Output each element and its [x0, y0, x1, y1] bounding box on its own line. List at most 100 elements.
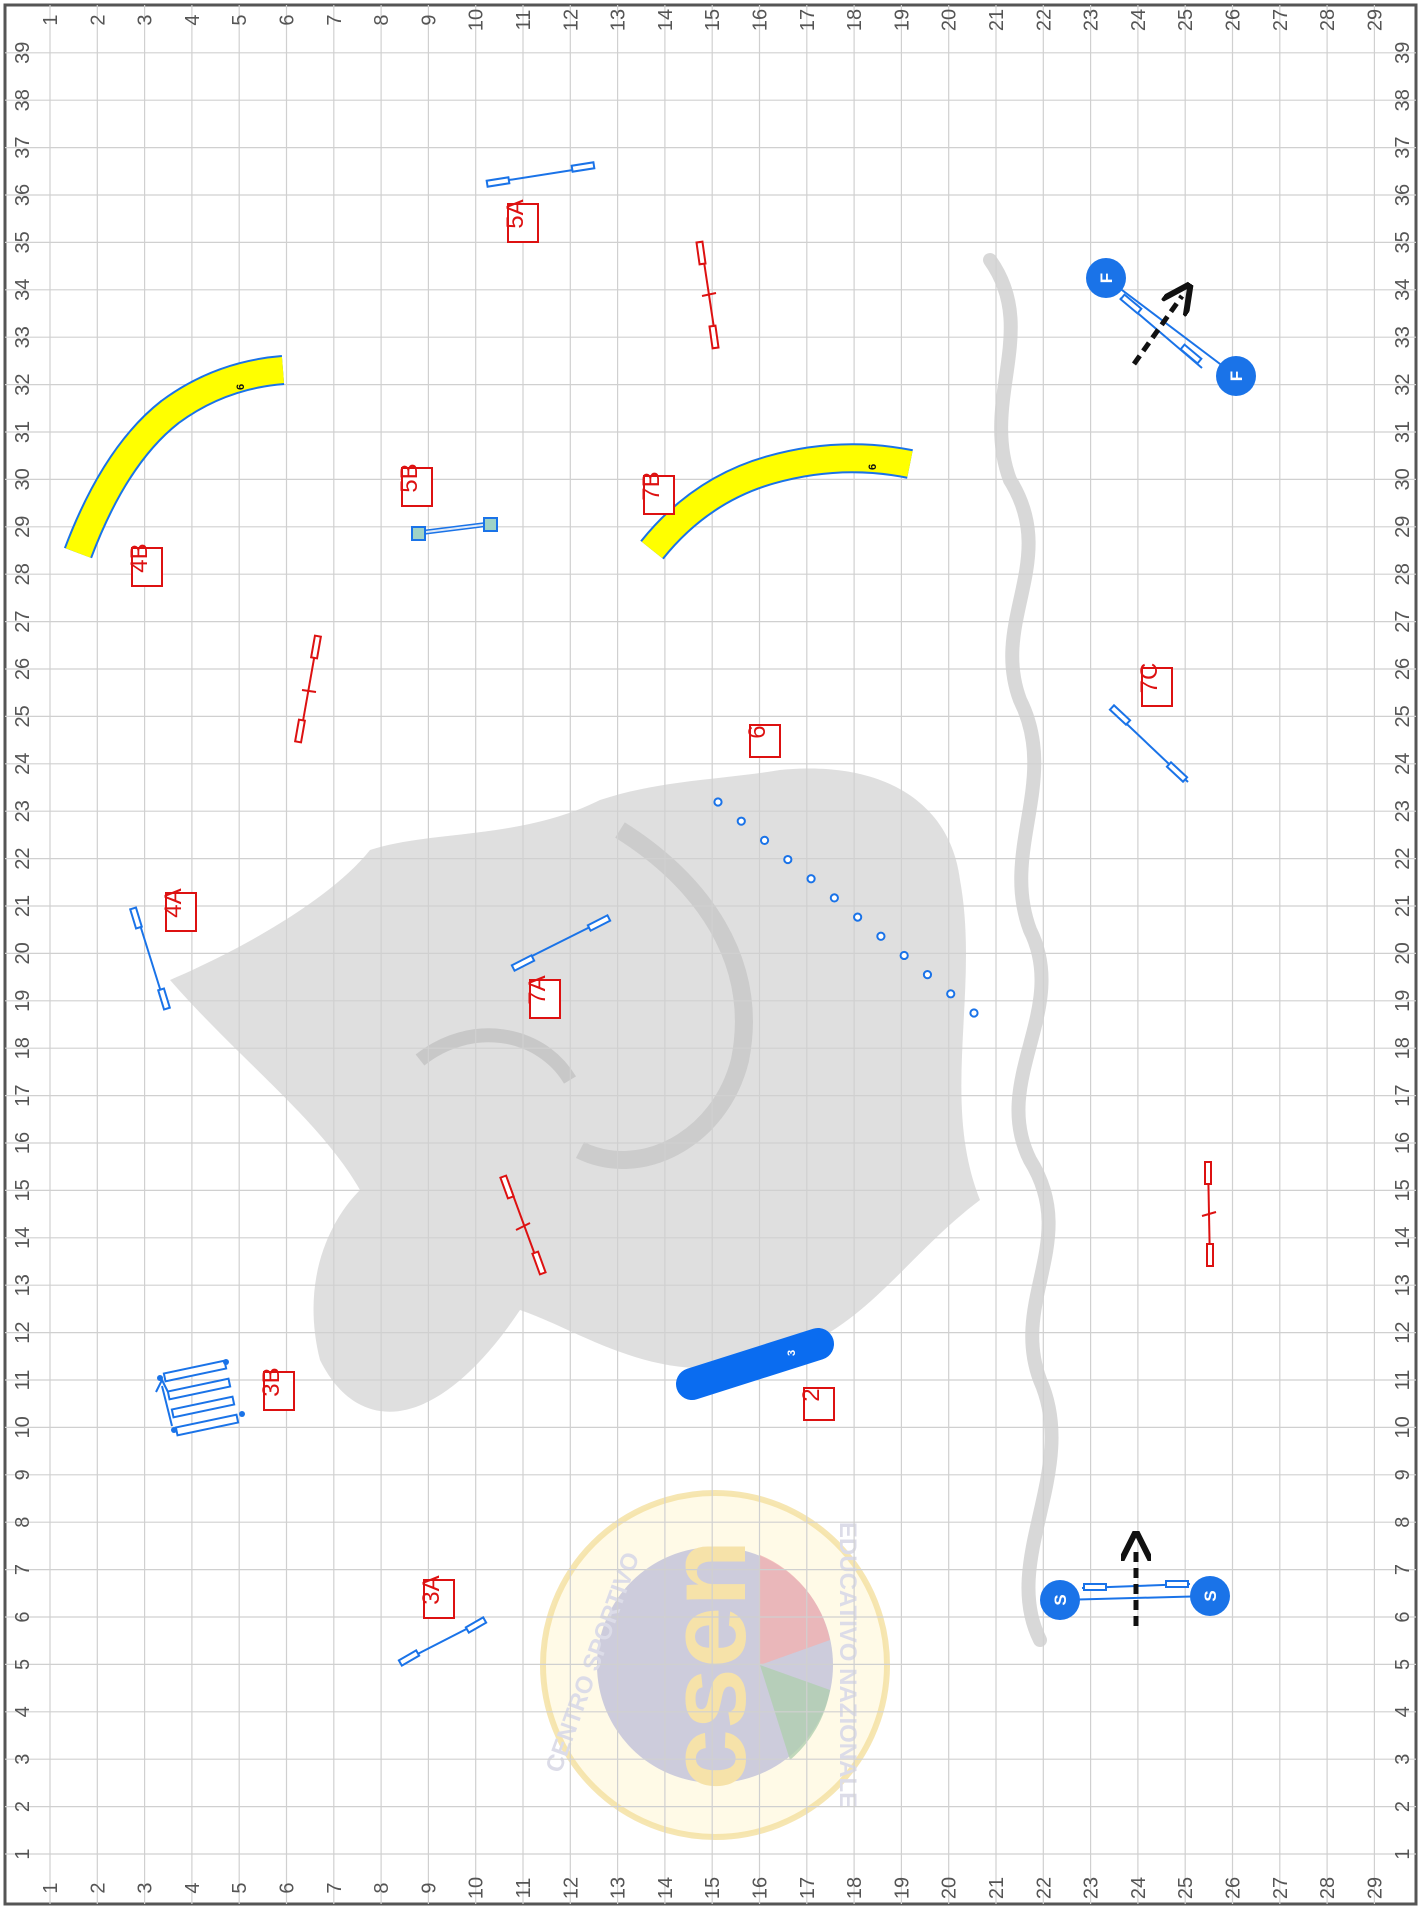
svg-text:4A: 4A	[160, 888, 187, 917]
y-tick-label: 7	[1392, 1564, 1414, 1575]
y-tick-label: 5	[12, 1659, 34, 1670]
x-tick-label: 2	[87, 1882, 109, 1893]
weave-pole	[946, 989, 956, 999]
dog-watermark-icon	[170, 768, 980, 1412]
finish-gate[interactable]: F F	[1086, 258, 1256, 396]
svg-text:5B: 5B	[396, 463, 423, 492]
jump-obstacle[interactable]	[510, 913, 612, 973]
double-jump-obstacle[interactable]	[1201, 1161, 1217, 1267]
jump-obstacle[interactable]	[397, 1616, 488, 1667]
x-tick-label: 4	[182, 14, 204, 25]
x-tick-label: 8	[371, 1882, 393, 1893]
start-gate[interactable]: S S	[1040, 1576, 1230, 1620]
tunnel-number: 6	[235, 384, 247, 390]
svg-text:7B: 7B	[638, 471, 665, 500]
y-tick-label: 20	[12, 942, 34, 964]
x-tick-label: 14	[655, 1877, 677, 1899]
x-tick-label: 18	[844, 1877, 866, 1899]
double-jump-obstacle[interactable]	[695, 240, 720, 350]
jump-obstacle[interactable]	[485, 161, 596, 188]
y-tick-label: 17	[12, 1084, 34, 1106]
y-tick-label: 25	[12, 705, 34, 727]
x-tick-label: 4	[182, 1882, 204, 1893]
obstacle-label: 5A	[502, 199, 539, 243]
y-tick-label: 22	[1392, 847, 1414, 869]
y-tick-label: 32	[1392, 373, 1414, 395]
x-tick-label: 16	[750, 9, 772, 31]
y-tick-label: 33	[12, 326, 34, 348]
y-tick-label: 18	[1392, 1037, 1414, 1059]
x-tick-label: 19	[891, 1877, 913, 1899]
x-tick-label: 20	[939, 9, 961, 31]
x-tick-label: 3	[135, 14, 157, 25]
double-jump-obstacle[interactable]	[293, 634, 323, 744]
obstacle-label: 5B	[396, 463, 433, 507]
y-tick-label: 13	[12, 1274, 34, 1296]
y-tick-label: 29	[12, 516, 34, 538]
x-tick-label: 24	[1128, 1877, 1150, 1899]
x-tick-label: 24	[1128, 9, 1150, 31]
y-tick-label: 1	[1392, 1848, 1414, 1859]
arena-frame	[3, 3, 1418, 1906]
obstacle-label: 4B	[126, 543, 163, 587]
x-tick-label: 19	[891, 9, 913, 31]
jump-obstacle[interactable]	[1108, 703, 1189, 784]
y-tick-label: 33	[1392, 326, 1414, 348]
weave-poles-obstacle[interactable]	[713, 797, 979, 1018]
y-tick-label: 38	[12, 89, 34, 111]
y-tick-label: 30	[12, 468, 34, 490]
x-tick-label: 29	[1364, 1877, 1386, 1899]
x-tick-label: 1	[40, 1882, 62, 1893]
x-tick-label: 1	[40, 14, 62, 25]
y-tick-label: 29	[1392, 516, 1414, 538]
x-tick-label: 3	[135, 1882, 157, 1893]
x-tick-label: 2	[87, 14, 109, 25]
wall-obstacle[interactable]	[411, 517, 498, 541]
y-tick-label: 22	[12, 847, 34, 869]
x-tick-label: 7	[324, 14, 346, 25]
broad-jump-obstacle[interactable]	[155, 1359, 245, 1437]
y-tick-label: 37	[1392, 136, 1414, 158]
double-jump-obstacle[interactable]	[499, 1174, 547, 1276]
y-tick-label: 16	[12, 1132, 34, 1154]
tunnel-obstacle[interactable]: 6	[640, 443, 913, 560]
y-tick-label: 20	[1392, 942, 1414, 964]
y-tick-label: 3	[1392, 1754, 1414, 1765]
obstacle-labels: 5A 5B 4B 7B 7C 6 4A 7A 3B 2 3A	[126, 199, 1173, 1619]
start-marker-label: S	[1201, 1590, 1220, 1601]
x-tick-label: 21	[986, 9, 1008, 31]
x-tick-label: 10	[466, 9, 488, 31]
x-tick-label: 7	[324, 1882, 346, 1893]
y-tick-label: 6	[12, 1611, 34, 1622]
x-tick-label: 20	[939, 1877, 961, 1899]
y-tick-label: 17	[1392, 1084, 1414, 1106]
weave-pole	[899, 950, 909, 961]
jump-obstacle[interactable]	[1119, 293, 1203, 369]
x-tick-label: 16	[750, 1877, 772, 1899]
svg-text:7C: 7C	[1136, 663, 1163, 694]
y-tick-label: 24	[1392, 753, 1414, 775]
finish-marker-label: F	[1227, 371, 1246, 381]
tunnel-obstacle[interactable]: 3	[676, 1328, 834, 1400]
x-tick-label: 15	[702, 9, 724, 31]
x-tick-label: 17	[797, 1877, 819, 1899]
y-tick-label: 2	[1392, 1801, 1414, 1812]
y-tick-label: 37	[12, 136, 34, 158]
svg-text:4B: 4B	[126, 543, 153, 572]
y-tick-label: 12	[1392, 1321, 1414, 1343]
y-tick-label: 15	[1392, 1179, 1414, 1201]
weave-pole	[759, 835, 770, 845]
x-tick-label: 22	[1033, 9, 1055, 31]
x-tick-label: 18	[844, 9, 866, 31]
tunnel-obstacle[interactable]: 6	[63, 355, 285, 559]
y-tick-label: 9	[12, 1469, 34, 1480]
x-tick-label: 13	[608, 1877, 630, 1899]
y-tick-label: 31	[1392, 421, 1414, 443]
y-tick-label: 28	[1392, 563, 1414, 585]
jump-obstacle[interactable]	[128, 906, 172, 1011]
y-tick-label: 39	[12, 42, 34, 64]
svg-text:6: 6	[744, 725, 771, 738]
obstacle-label: 2	[798, 1387, 835, 1421]
x-tick-label: 23	[1081, 9, 1103, 31]
x-tick-label: 22	[1033, 1877, 1055, 1899]
